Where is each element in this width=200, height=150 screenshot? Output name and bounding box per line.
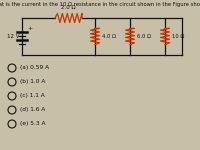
Text: 6.0 Ω: 6.0 Ω <box>137 34 151 39</box>
Text: (b) 1.0 A: (b) 1.0 A <box>20 80 45 84</box>
Text: 12 V: 12 V <box>7 34 19 39</box>
Text: 4.0 Ω: 4.0 Ω <box>102 34 116 39</box>
Text: (c) 1.1 A: (c) 1.1 A <box>20 93 45 99</box>
Text: +: + <box>27 26 33 31</box>
Text: 10 Ω: 10 Ω <box>172 34 184 39</box>
Text: (e) 5.3 A: (e) 5.3 A <box>20 122 46 126</box>
Text: What is the current in the 10 Ω resistance in the circuit shown in the Figure sh: What is the current in the 10 Ω resistan… <box>0 2 200 7</box>
Text: 2.0 Ω: 2.0 Ω <box>61 5 76 10</box>
Text: (a) 0.59 A: (a) 0.59 A <box>20 66 49 70</box>
Text: (d) 1.6 A: (d) 1.6 A <box>20 108 45 112</box>
